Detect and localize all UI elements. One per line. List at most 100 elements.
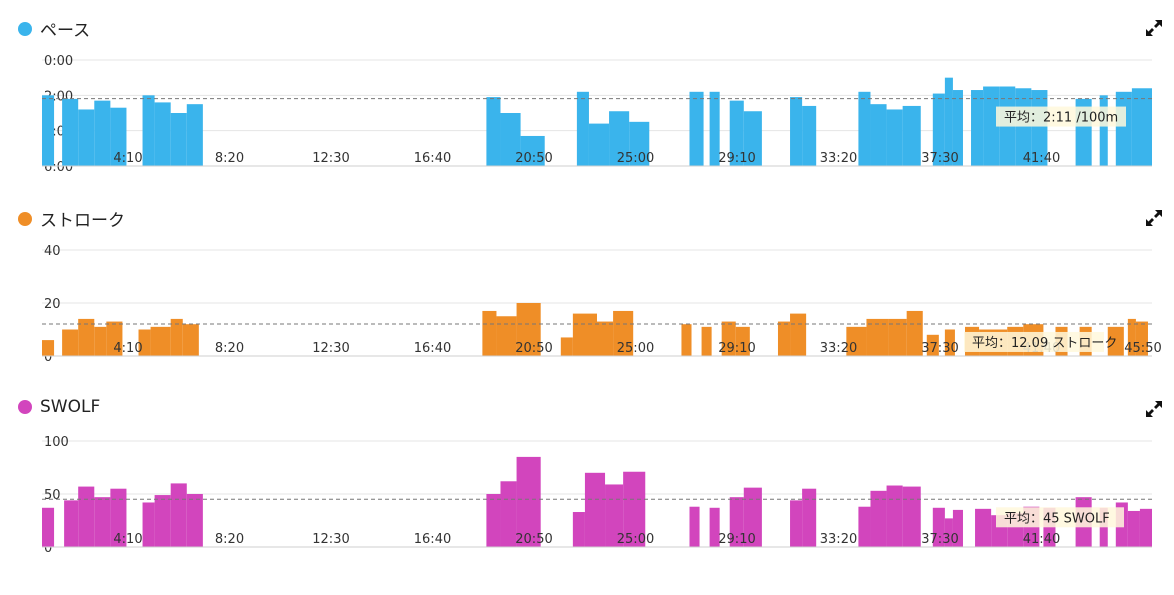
bar[interactable]	[170, 113, 187, 166]
bar[interactable]	[94, 100, 111, 166]
bar[interactable]	[886, 485, 903, 547]
bar[interactable]	[743, 111, 762, 166]
bar[interactable]	[150, 326, 171, 356]
bar[interactable]	[1115, 91, 1132, 166]
bar[interactable]	[729, 497, 744, 547]
bar[interactable]	[584, 472, 606, 547]
bar[interactable]	[186, 494, 203, 547]
bar[interactable]	[605, 484, 624, 547]
bar[interactable]	[560, 337, 573, 356]
bar[interactable]	[721, 321, 736, 356]
bar[interactable]	[142, 502, 155, 547]
bar[interactable]	[790, 313, 807, 356]
bar[interactable]	[858, 506, 871, 547]
bar[interactable]	[689, 91, 704, 166]
bar[interactable]	[62, 98, 79, 166]
bar[interactable]	[681, 324, 692, 356]
bar[interactable]	[932, 93, 945, 166]
bar[interactable]	[110, 107, 127, 166]
bar[interactable]	[1131, 88, 1152, 166]
bar[interactable]	[42, 340, 55, 356]
stroke-expand-icon[interactable]	[1144, 208, 1164, 228]
bar[interactable]	[629, 121, 650, 166]
bar[interactable]	[689, 506, 700, 547]
bar[interactable]	[1135, 321, 1148, 356]
bar[interactable]	[709, 91, 720, 166]
bar[interactable]	[902, 105, 921, 166]
bar[interactable]	[597, 321, 614, 356]
bar[interactable]	[94, 497, 111, 547]
bar[interactable]	[42, 95, 55, 166]
bar[interactable]	[516, 456, 541, 547]
bar[interactable]	[902, 486, 921, 547]
bar[interactable]	[64, 500, 79, 547]
bar[interactable]	[142, 95, 155, 166]
bar[interactable]	[78, 486, 95, 547]
bar[interactable]	[496, 316, 517, 356]
bar[interactable]	[729, 100, 744, 166]
bar[interactable]	[790, 500, 803, 547]
bar[interactable]	[516, 303, 541, 356]
bar[interactable]	[906, 310, 923, 356]
bar[interactable]	[138, 329, 151, 357]
bar[interactable]	[78, 109, 95, 166]
bar[interactable]	[926, 334, 939, 356]
bar[interactable]	[500, 481, 517, 547]
bar[interactable]	[888, 318, 907, 356]
bar[interactable]	[944, 518, 953, 547]
bar[interactable]	[790, 97, 803, 166]
bar[interactable]	[486, 97, 501, 166]
swolf-expand-icon[interactable]	[1144, 399, 1164, 419]
bar[interactable]	[613, 310, 634, 356]
bar[interactable]	[802, 105, 817, 166]
bar[interactable]	[576, 91, 589, 166]
bar[interactable]	[866, 318, 889, 356]
bar[interactable]	[62, 329, 79, 357]
bar[interactable]	[182, 324, 199, 356]
bar[interactable]	[170, 318, 183, 356]
bar[interactable]	[743, 487, 762, 547]
bar[interactable]	[777, 321, 791, 356]
bar[interactable]	[1127, 318, 1136, 356]
bar[interactable]	[975, 508, 992, 547]
bar[interactable]	[500, 113, 521, 166]
bar[interactable]	[94, 326, 107, 356]
bar[interactable]	[154, 495, 171, 547]
bar[interactable]	[623, 471, 646, 547]
bar[interactable]	[1099, 95, 1108, 166]
bar[interactable]	[1139, 508, 1152, 547]
bar[interactable]	[154, 102, 171, 166]
bar[interactable]	[735, 326, 750, 356]
bar[interactable]	[588, 123, 610, 166]
bar[interactable]	[802, 488, 817, 547]
bar[interactable]	[846, 326, 867, 356]
bar[interactable]	[106, 321, 123, 356]
bar[interactable]	[886, 109, 903, 166]
bar[interactable]	[944, 329, 955, 357]
bar[interactable]	[609, 111, 630, 166]
bar[interactable]	[42, 507, 55, 547]
pace-expand-icon[interactable]	[1144, 18, 1164, 38]
bar[interactable]	[1099, 507, 1108, 547]
bar[interactable]	[482, 310, 497, 356]
bar[interactable]	[1127, 510, 1140, 547]
bar[interactable]	[870, 104, 887, 166]
bar[interactable]	[870, 490, 887, 547]
bar[interactable]	[932, 507, 945, 547]
bar[interactable]	[858, 91, 871, 166]
bar[interactable]	[572, 313, 597, 356]
bar[interactable]	[952, 90, 963, 166]
bar[interactable]	[1107, 326, 1124, 356]
bar[interactable]	[701, 326, 712, 356]
bar[interactable]	[983, 86, 1000, 167]
bar[interactable]	[709, 507, 720, 547]
bar[interactable]	[486, 494, 501, 547]
bar[interactable]	[971, 90, 984, 166]
bar[interactable]	[572, 512, 585, 547]
bar[interactable]	[78, 318, 95, 356]
bar[interactable]	[944, 77, 953, 166]
bar[interactable]	[110, 488, 127, 547]
bar[interactable]	[520, 135, 545, 166]
bar[interactable]	[170, 483, 187, 547]
bar[interactable]	[186, 104, 203, 166]
